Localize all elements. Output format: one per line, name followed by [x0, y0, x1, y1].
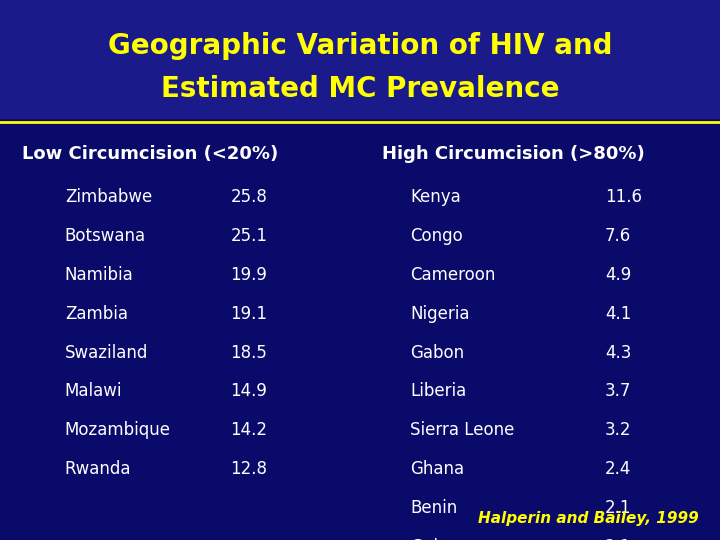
Text: Namibia: Namibia — [65, 266, 133, 284]
Text: Low Circumcision (<20%): Low Circumcision (<20%) — [22, 145, 278, 163]
Text: Rwanda: Rwanda — [65, 460, 131, 478]
Text: Swaziland: Swaziland — [65, 343, 148, 362]
Text: Guinea: Guinea — [410, 538, 469, 540]
Text: 4.9: 4.9 — [605, 266, 631, 284]
Text: Geographic Variation of HIV and: Geographic Variation of HIV and — [108, 32, 612, 60]
Text: 3.2: 3.2 — [605, 421, 631, 440]
Text: Estimated MC Prevalence: Estimated MC Prevalence — [161, 75, 559, 103]
Text: 14.2: 14.2 — [230, 421, 267, 440]
Text: Zambia: Zambia — [65, 305, 128, 323]
Text: Halperin and Bailey, 1999: Halperin and Bailey, 1999 — [477, 511, 698, 526]
Text: 12.8: 12.8 — [230, 460, 267, 478]
FancyBboxPatch shape — [0, 0, 720, 119]
Text: 19.1: 19.1 — [230, 305, 267, 323]
Text: 18.5: 18.5 — [230, 343, 267, 362]
Text: 2.1: 2.1 — [605, 538, 631, 540]
Text: 19.9: 19.9 — [230, 266, 267, 284]
Text: Malawi: Malawi — [65, 382, 122, 401]
Text: Kenya: Kenya — [410, 188, 461, 206]
Text: Congo: Congo — [410, 227, 463, 245]
Text: 3.7: 3.7 — [605, 382, 631, 401]
Text: 2.1: 2.1 — [605, 499, 631, 517]
Text: 4.3: 4.3 — [605, 343, 631, 362]
Text: 2.4: 2.4 — [605, 460, 631, 478]
Text: Zimbabwe: Zimbabwe — [65, 188, 152, 206]
Text: High Circumcision (>80%): High Circumcision (>80%) — [382, 145, 644, 163]
Text: 11.6: 11.6 — [605, 188, 642, 206]
Text: 7.6: 7.6 — [605, 227, 631, 245]
Text: Nigeria: Nigeria — [410, 305, 470, 323]
Text: 25.1: 25.1 — [230, 227, 267, 245]
Text: Sierra Leone: Sierra Leone — [410, 421, 515, 440]
Text: 4.1: 4.1 — [605, 305, 631, 323]
Text: 14.9: 14.9 — [230, 382, 267, 401]
Text: 25.8: 25.8 — [230, 188, 267, 206]
Text: Gabon: Gabon — [410, 343, 464, 362]
Text: Cameroon: Cameroon — [410, 266, 496, 284]
Text: Mozambique: Mozambique — [65, 421, 171, 440]
Text: Benin: Benin — [410, 499, 458, 517]
Text: Liberia: Liberia — [410, 382, 467, 401]
Text: Ghana: Ghana — [410, 460, 464, 478]
Text: Botswana: Botswana — [65, 227, 146, 245]
